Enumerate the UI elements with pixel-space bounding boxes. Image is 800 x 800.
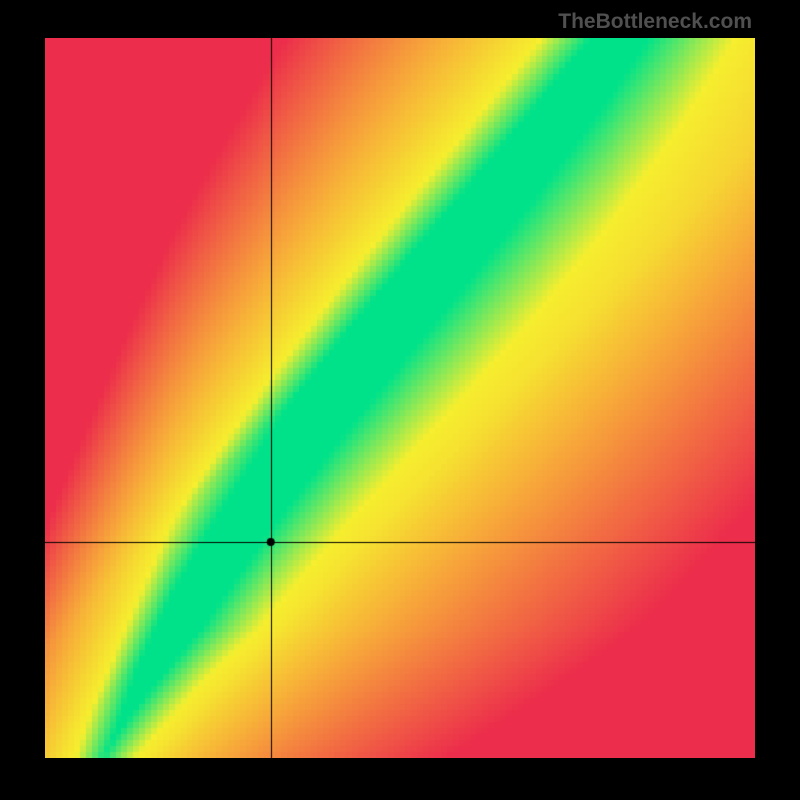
watermark-text: TheBottleneck.com <box>558 10 752 34</box>
chart-container: TheBottleneck.com <box>0 0 800 800</box>
bottleneck-heatmap <box>45 38 755 758</box>
